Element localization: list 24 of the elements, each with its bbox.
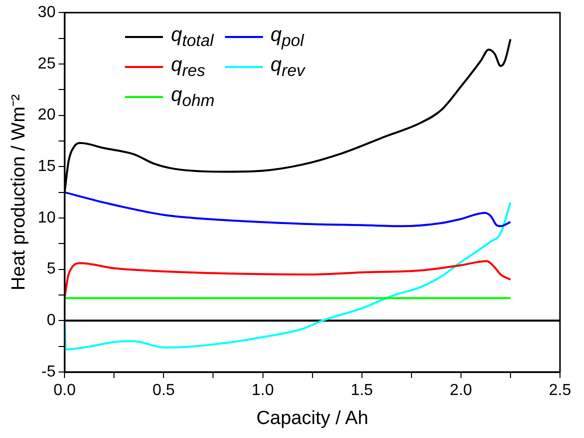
legend-label: q$_{res}$ bbox=[171, 54, 206, 80]
y-tick-label: 30 bbox=[38, 4, 56, 22]
y-tick-label: 10 bbox=[38, 209, 56, 226]
x-axis-title: Capacity / Ah bbox=[256, 408, 368, 429]
y-tick-label: 20 bbox=[38, 106, 56, 124]
y-tick-label: 0 bbox=[46, 312, 56, 330]
y-tick-label: 5 bbox=[46, 260, 56, 278]
y-tick-label: -5 bbox=[41, 363, 56, 380]
legend-label: q$_{total}$ bbox=[171, 24, 214, 50]
x-tick-label: 0.0 bbox=[53, 382, 76, 400]
line-series bbox=[64, 202, 512, 350]
x-tick-label: 1.5 bbox=[350, 382, 374, 400]
y-tick-label: 15 bbox=[38, 158, 56, 176]
y-tick-label: 25 bbox=[38, 55, 56, 72]
y-axis-title: Heat production / Wm⁻² bbox=[8, 94, 30, 290]
x-tick-label: 0.5 bbox=[152, 382, 175, 400]
line-series bbox=[64, 260, 512, 300]
line-series bbox=[64, 191, 512, 228]
x-tick-label: 1.0 bbox=[252, 382, 274, 400]
x-tick-label: 2.5 bbox=[548, 382, 572, 400]
legend-label: q$_{pol}$ bbox=[270, 24, 304, 50]
legend-label: q$_{ohm}$ bbox=[171, 84, 215, 110]
x-tick-label: 2.0 bbox=[450, 382, 472, 400]
legend-label: q$_{rev}$ bbox=[270, 54, 305, 80]
